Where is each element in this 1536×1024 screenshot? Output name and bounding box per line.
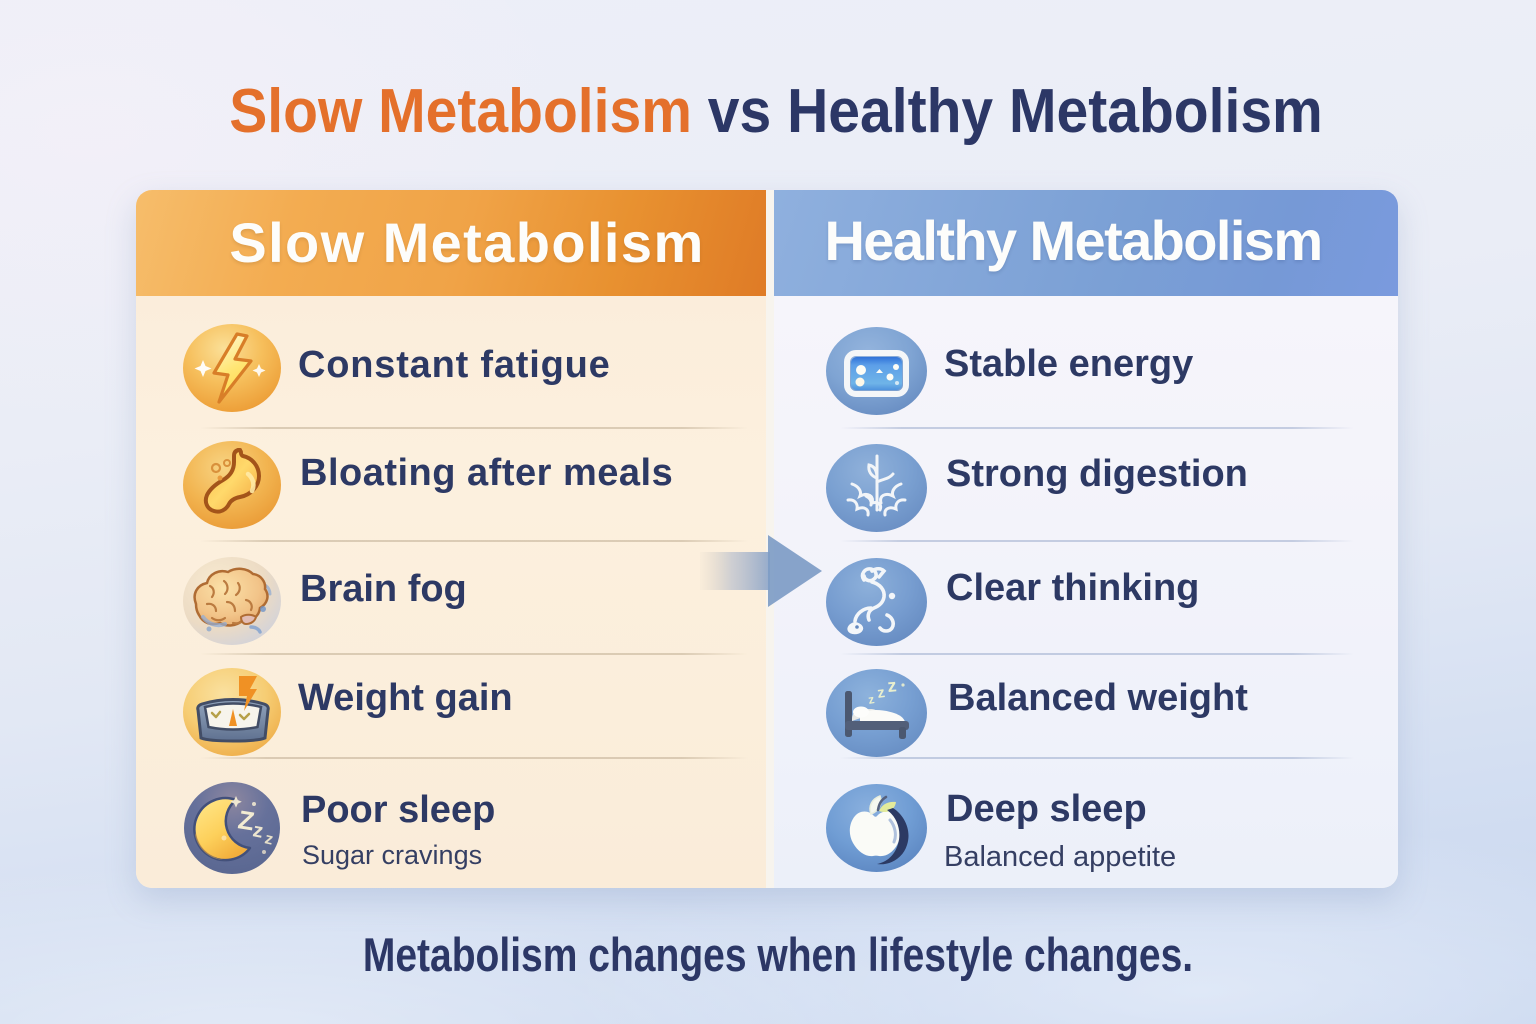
- svg-text:Z: Z: [236, 804, 256, 836]
- svg-text:z: z: [876, 684, 886, 702]
- svg-text:z: z: [263, 830, 275, 848]
- svg-text:z: z: [867, 692, 875, 707]
- svg-text:z: z: [251, 819, 265, 843]
- svg-text:z: z: [887, 675, 898, 696]
